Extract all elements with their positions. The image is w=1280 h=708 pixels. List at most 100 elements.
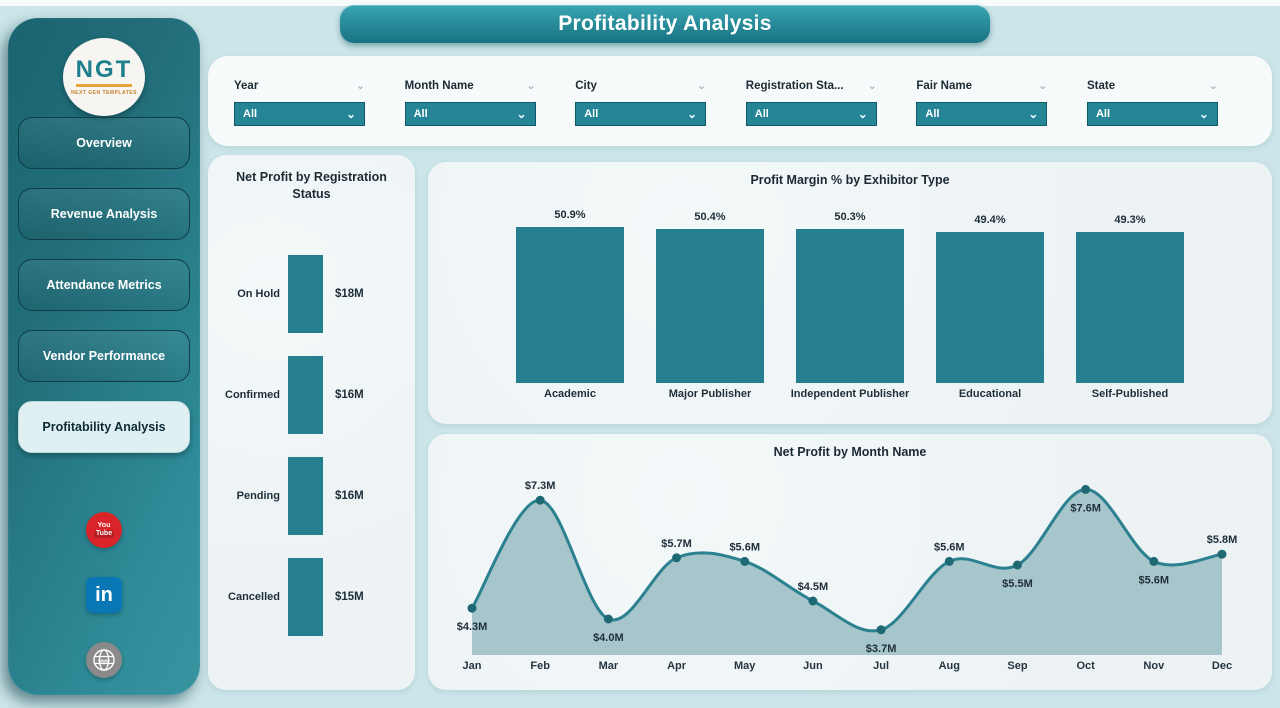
data-point-sep[interactable] [1012, 560, 1022, 570]
reg-row-confirmed: Confirmed $16M [208, 356, 415, 434]
data-point-aug[interactable] [944, 556, 954, 566]
bar-academic[interactable] [516, 227, 624, 383]
chevron-down-icon: ⌄ [857, 107, 868, 121]
filter-year-dropdown[interactable]: All ⌄ [234, 102, 365, 126]
filter-state-dropdown[interactable]: All ⌄ [1086, 102, 1218, 126]
data-point-jun[interactable] [808, 596, 818, 606]
category-label: Cancelled [228, 591, 280, 603]
reg-row-cancelled: Cancelled $15M [208, 558, 415, 636]
filter-year-header: Year ⌄ [234, 78, 365, 94]
value-label: 49.4% [974, 214, 1006, 226]
exh-stack: 50.4% [656, 207, 764, 383]
data-point-mar[interactable] [603, 614, 613, 624]
filter-year: Year ⌄ All ⌄ [234, 78, 365, 126]
value-label: $15M [335, 591, 364, 603]
filter-fair-name-dropdown[interactable]: All ⌄ [916, 102, 1048, 126]
value-label: $4.5M [798, 581, 829, 593]
bar-on-hold[interactable] [288, 255, 323, 333]
filter-year-value: All [243, 108, 258, 120]
filter-registration-status-value: All [754, 108, 769, 120]
exh-col-educational: 49.4% Educational [920, 207, 1060, 400]
chevron-down-icon[interactable]: ⌄ [696, 79, 707, 92]
bar-independent-publisher[interactable] [796, 229, 904, 383]
sidebar-item-profitability-analysis[interactable]: Profitability Analysis [18, 401, 190, 453]
filter-city: City ⌄ All ⌄ [575, 78, 707, 126]
axis-label-oct: Oct [1076, 660, 1095, 672]
filter-month-name-dropdown[interactable]: All ⌄ [404, 102, 536, 126]
ngt-logo: NGT NEXT GEN TEMPLATES [63, 38, 145, 116]
bar-educational[interactable] [936, 232, 1044, 383]
filter-fair-name-value: All [925, 108, 940, 120]
bar-confirmed[interactable] [288, 356, 323, 434]
filter-city-header: City ⌄ [575, 78, 706, 94]
exhibitor-bars: 50.9% Academic 50.4% Major Publisher 50.3% In… [428, 207, 1272, 400]
value-label: 49.3% [1114, 214, 1146, 226]
chevron-down-icon[interactable]: ⌄ [1208, 79, 1218, 92]
value-label: 50.4% [694, 211, 726, 223]
data-point-oct[interactable] [1081, 484, 1091, 494]
value-label: $18M [335, 288, 364, 300]
website-icon[interactable]: www [86, 642, 122, 678]
axis-label-may: May [734, 660, 756, 672]
value-label: 50.3% [834, 211, 866, 223]
data-point-apr[interactable] [672, 553, 682, 563]
filter-state-label: State [1086, 80, 1116, 92]
filter-fair-name: Fair Name ⌄ All ⌄ [916, 78, 1048, 126]
value-label: $5.6M [934, 541, 965, 553]
chart-net-profit-by-month: Net Profit by Month Name $4.3M Jan $7.3M Fe… [428, 434, 1272, 690]
filters-panel: Year ⌄ All ⌄ Month Name ⌄ All ⌄ City ⌄ All ⌄ Registr… [208, 56, 1272, 146]
filter-month-name-header: Month Name ⌄ [405, 78, 536, 94]
axis-label-apr: Apr [667, 660, 687, 672]
data-point-jan[interactable] [467, 603, 477, 613]
exh-col-major-publisher: 50.4% Major Publisher [640, 207, 780, 400]
axis-label-jan: Jan [463, 660, 482, 672]
value-label: $7.3M [525, 480, 556, 492]
axis-label-sep: Sep [1007, 660, 1027, 672]
axis-label-jun: Jun [803, 660, 823, 672]
bar-self-published[interactable] [1076, 232, 1184, 383]
svg-text:www: www [97, 659, 111, 665]
bar-pending[interactable] [288, 457, 323, 535]
bar-cancelled[interactable] [288, 558, 323, 636]
exh-stack: 50.9% [516, 207, 624, 383]
value-label: $16M [335, 490, 364, 502]
data-point-jul[interactable] [876, 625, 886, 635]
filter-city-dropdown[interactable]: All ⌄ [575, 102, 707, 126]
youtube-icon[interactable]: You Tube [86, 512, 122, 548]
chevron-down-icon: ⌄ [687, 107, 698, 121]
sidebar-item-attendance-metrics[interactable]: Attendance Metrics [18, 259, 190, 311]
filter-registration-status-dropdown[interactable]: All ⌄ [745, 102, 877, 126]
data-point-nov[interactable] [1149, 556, 1159, 566]
chevron-down-icon[interactable]: ⌄ [355, 79, 365, 92]
axis-label-feb: Feb [530, 660, 550, 672]
youtube-icon-text1: You [97, 521, 111, 529]
sidebar-item-vendor-performance[interactable]: Vendor Performance [18, 330, 190, 382]
chevron-down-icon[interactable]: ⌄ [1038, 79, 1048, 92]
value-label: $5.7M [661, 538, 692, 550]
axis-label-nov: Nov [1143, 660, 1165, 672]
linkedin-icon[interactable]: in [86, 577, 122, 613]
value-label: $5.6M [729, 541, 760, 553]
sidebar-item-revenue-analysis[interactable]: Revenue Analysis [18, 188, 190, 240]
category-label: Educational [958, 388, 1022, 400]
value-label: $5.5M [1002, 578, 1033, 590]
value-label: 50.9% [554, 209, 586, 221]
globe-icon: www [93, 649, 115, 671]
logo-acronym: NGT [75, 58, 133, 87]
value-label: $7.6M [1070, 502, 1101, 514]
chevron-down-icon[interactable]: ⌄ [526, 79, 536, 92]
chart-profit-margin-by-exhibitor-type: Profit Margin % by Exhibitor Type 50.9% A… [428, 162, 1272, 424]
filter-month-name-value: All [413, 108, 428, 120]
reg-row-pending: Pending $16M [208, 457, 415, 535]
exh-stack: 49.3% [1076, 207, 1184, 383]
chevron-down-icon[interactable]: ⌄ [867, 79, 877, 92]
youtube-icon-text2: Tube [93, 530, 115, 539]
filter-fair-name-label: Fair Name [916, 80, 972, 92]
sidebar-item-overview[interactable]: Overview [18, 117, 190, 169]
bar-major-publisher[interactable] [656, 229, 764, 383]
data-point-may[interactable] [740, 556, 750, 566]
filters-row: Year ⌄ All ⌄ Month Name ⌄ All ⌄ City ⌄ All ⌄ Registr… [208, 56, 1272, 126]
data-point-dec[interactable] [1217, 549, 1227, 559]
registration-bars: On Hold $18M Confirmed $16M Pending $16M Cance… [208, 255, 415, 659]
data-point-feb[interactable] [535, 495, 545, 505]
